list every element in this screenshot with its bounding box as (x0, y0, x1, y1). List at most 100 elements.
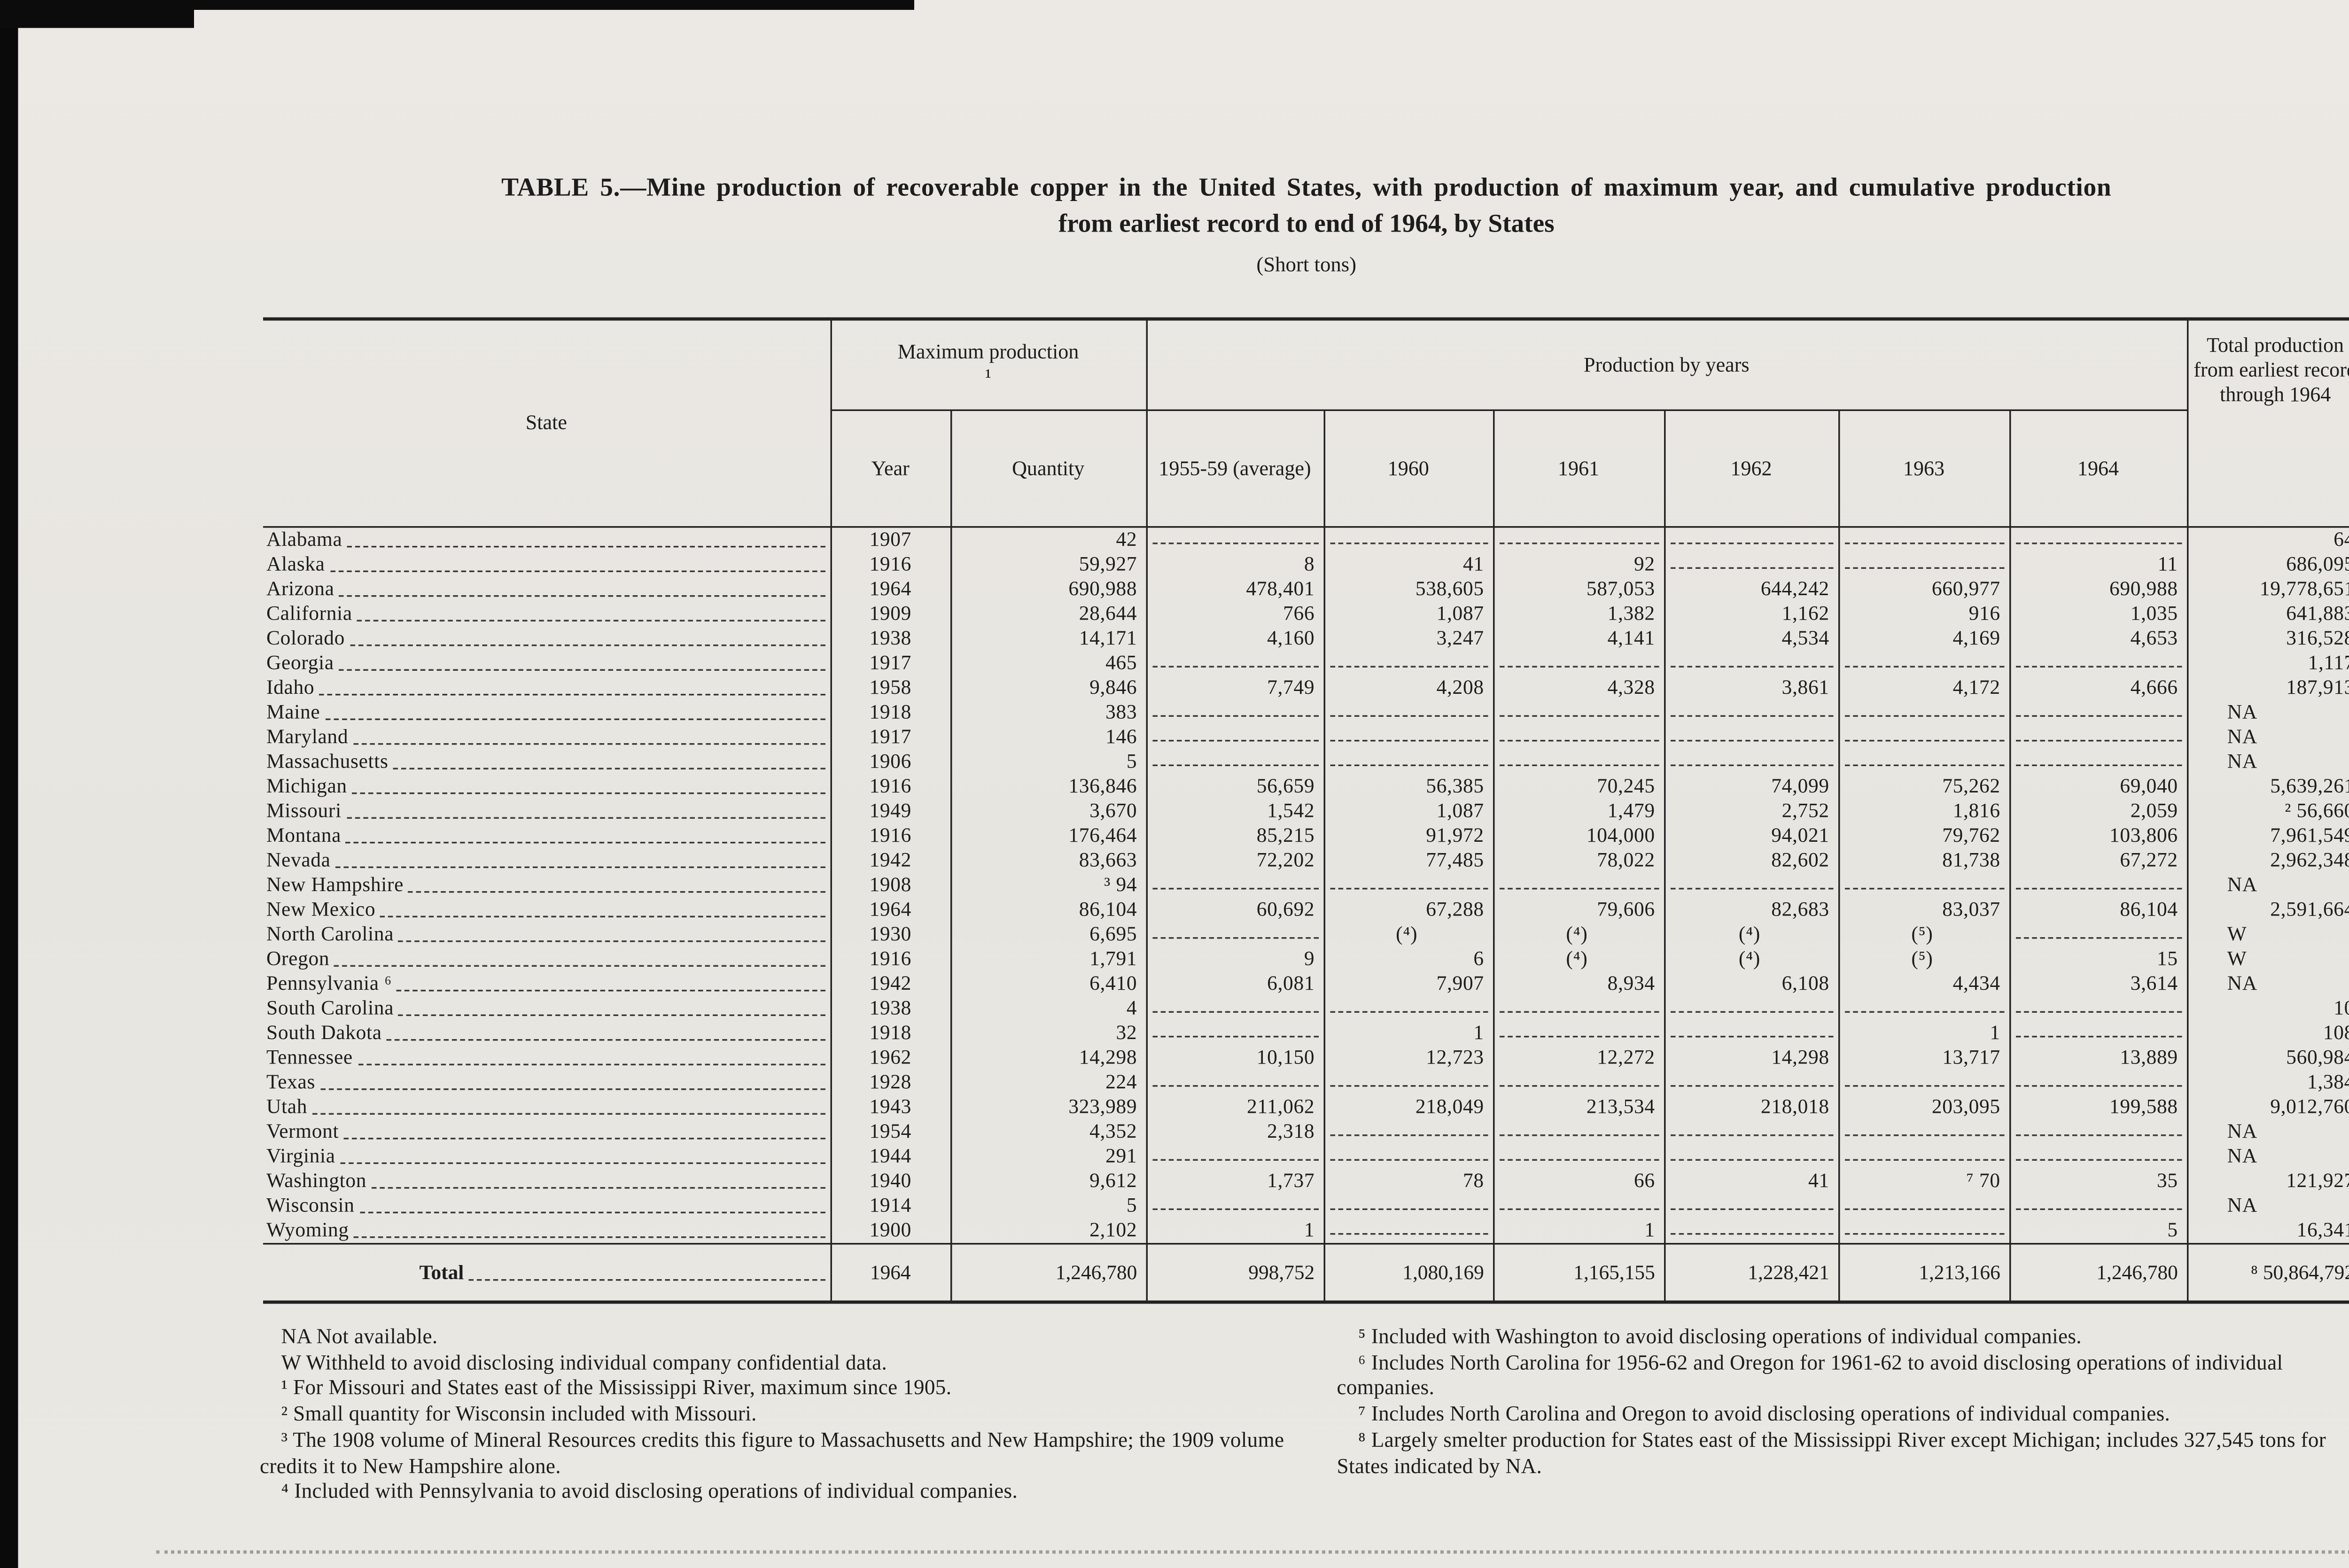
max-quantity-cell: 2,102 (949, 1218, 1146, 1244)
state-cell: Idaho (263, 676, 831, 701)
dotted-leader (330, 569, 825, 572)
max-year-cell: 1916 (829, 774, 950, 799)
dotted-leader (398, 939, 825, 941)
y1963-cell: (⁵) (1837, 947, 2009, 972)
y1962-cell (1663, 651, 1838, 676)
footnote-text: ³ The 1908 volume of Mineral Resources c… (260, 1428, 1284, 1477)
y1962-cell (1663, 552, 1838, 577)
y1963-cell: 4,434 (1837, 971, 2009, 996)
avg-1955-59-cell: 4,160 (1145, 626, 1324, 651)
dotted-leader (357, 619, 825, 621)
scan-edge-top (0, 0, 914, 10)
footnote-text: ⁶ Includes North Carolina for 1956-62 an… (1337, 1351, 2283, 1400)
y1964-cell (2008, 700, 2187, 725)
max-year-cell: 1930 (829, 922, 950, 947)
dotted-leader (353, 742, 825, 744)
dotted-leader (346, 841, 825, 843)
footnotes-section: NA Not available. W Withheld to avoid di… (260, 1325, 2349, 1506)
max-quantity-cell: 4,352 (949, 1119, 1146, 1144)
state-cell: Massachusetts (263, 750, 831, 775)
dotted-leader (320, 1087, 825, 1089)
state-cell: Maryland (263, 725, 831, 750)
avg-1955-59-cell: 10,150 (1145, 1046, 1324, 1071)
y1960-cell: 218,049 (1322, 1095, 1493, 1120)
max-quantity-cell: 3,670 (949, 799, 1146, 824)
y1964-cell (2008, 651, 2187, 676)
y1960-cell (1322, 1218, 1493, 1244)
dotted-leader (319, 693, 825, 695)
y1960-cell: 1,087 (1322, 602, 1493, 627)
max-quantity-cell: 690,988 (949, 577, 1146, 602)
max-quantity-cell: 291 (949, 1144, 1146, 1169)
table-row: South Dakota 1918 32 1 1 108 (263, 1021, 2349, 1046)
dotted-leader (347, 545, 825, 547)
max-quantity-cell: 6,695 (949, 922, 1146, 947)
y1964-cell (2008, 750, 2187, 775)
y1964-cell (2008, 1119, 2187, 1144)
total-cell: NA (2186, 1119, 2349, 1144)
dotted-leader (352, 792, 825, 793)
max-year-cell: 1962 (829, 1046, 950, 1071)
table-row: Massachusetts 1906 5 NA (263, 750, 2349, 775)
total-production-header: Total production from earliest record th… (2186, 317, 2349, 528)
y1964-cell: 199,588 (2008, 1095, 2187, 1120)
state-cell: New Hampshire (263, 873, 831, 898)
total-1963-cell: 1,213,166 (1837, 1243, 2009, 1304)
y1960-cell: 1 (1322, 1021, 1493, 1046)
total-cell: 121,927 (2186, 1169, 2349, 1194)
max-year-cell: 1907 (829, 527, 950, 552)
max-year-cell: 1909 (829, 602, 950, 627)
total-cell: NA (2186, 725, 2349, 750)
table-row: Maryland 1917 146 NA (263, 725, 2349, 750)
y1961-cell (1492, 873, 1664, 898)
total-label-cell: Total (263, 1243, 831, 1304)
total-cumulative-cell: ⁸ 50,864,792 (2186, 1243, 2349, 1304)
max-year-cell: 1938 (829, 996, 950, 1021)
y1960-cell: 56,385 (1322, 774, 1493, 799)
avg-1955-59-cell: 85,215 (1145, 823, 1324, 848)
table-row: Maine 1918 383 NA (263, 700, 2349, 725)
max-quantity-cell: 224 (949, 1070, 1146, 1095)
avg-1955-59-cell (1145, 1070, 1324, 1095)
state-cell: California (263, 602, 831, 627)
production-table: State Maximum production ¹ Production by… (263, 317, 2349, 1304)
max-quantity-cell: 14,298 (949, 1046, 1146, 1071)
avg-1955-59-cell: 56,659 (1145, 774, 1324, 799)
total-cell: 108 (2186, 1021, 2349, 1046)
y1961-cell: 66 (1492, 1169, 1664, 1194)
y1962-cell: 14,298 (1663, 1046, 1838, 1071)
y1963-cell: (⁵) (1837, 922, 2009, 947)
dotted-leader (387, 1038, 825, 1040)
avg-1955-59-cell (1145, 1144, 1324, 1169)
max-year-cell: 1917 (829, 725, 950, 750)
y1960-cell: 77,485 (1322, 848, 1493, 873)
y1962-cell (1663, 1021, 1838, 1046)
y1962-cell (1663, 1070, 1838, 1095)
y1961-cell: 79,606 (1492, 898, 1664, 923)
y1963-cell (1837, 750, 2009, 775)
total-cell: NA (2186, 750, 2349, 775)
max-year-cell: 1918 (829, 1021, 950, 1046)
avg-1955-59-cell (1145, 651, 1324, 676)
total-cell: NA (2186, 700, 2349, 725)
footnote: W Withheld to avoid disclosing individua… (260, 1351, 1288, 1377)
y1962-cell (1663, 750, 1838, 775)
y1962-cell (1663, 1119, 1838, 1144)
table-row: South Carolina 1938 4 10 (263, 996, 2349, 1021)
y1960-cell (1322, 700, 1493, 725)
total-cell: W (2186, 922, 2349, 947)
dotted-leader (371, 1186, 825, 1188)
max-quantity-cell: ³ 94 (949, 873, 1146, 898)
y1963-cell (1837, 700, 2009, 725)
state-cell: Tennessee (263, 1046, 831, 1071)
max-year-cell: 1918 (829, 700, 950, 725)
table-row: Missouri 1949 3,670 1,542 1,087 1,479 2,… (263, 799, 2349, 824)
y1962-cell (1663, 700, 1838, 725)
y1964-cell: 15 (2008, 947, 2187, 972)
table-row: Texas 1928 224 1,384 (263, 1070, 2349, 1095)
y1960-cell: 3,247 (1322, 626, 1493, 651)
dotted-leader (393, 767, 825, 769)
max-year-cell: 1942 (829, 971, 950, 996)
state-cell: Vermont (263, 1120, 831, 1145)
table-row: California 1909 28,644 766 1,087 1,382 1… (263, 602, 2349, 627)
